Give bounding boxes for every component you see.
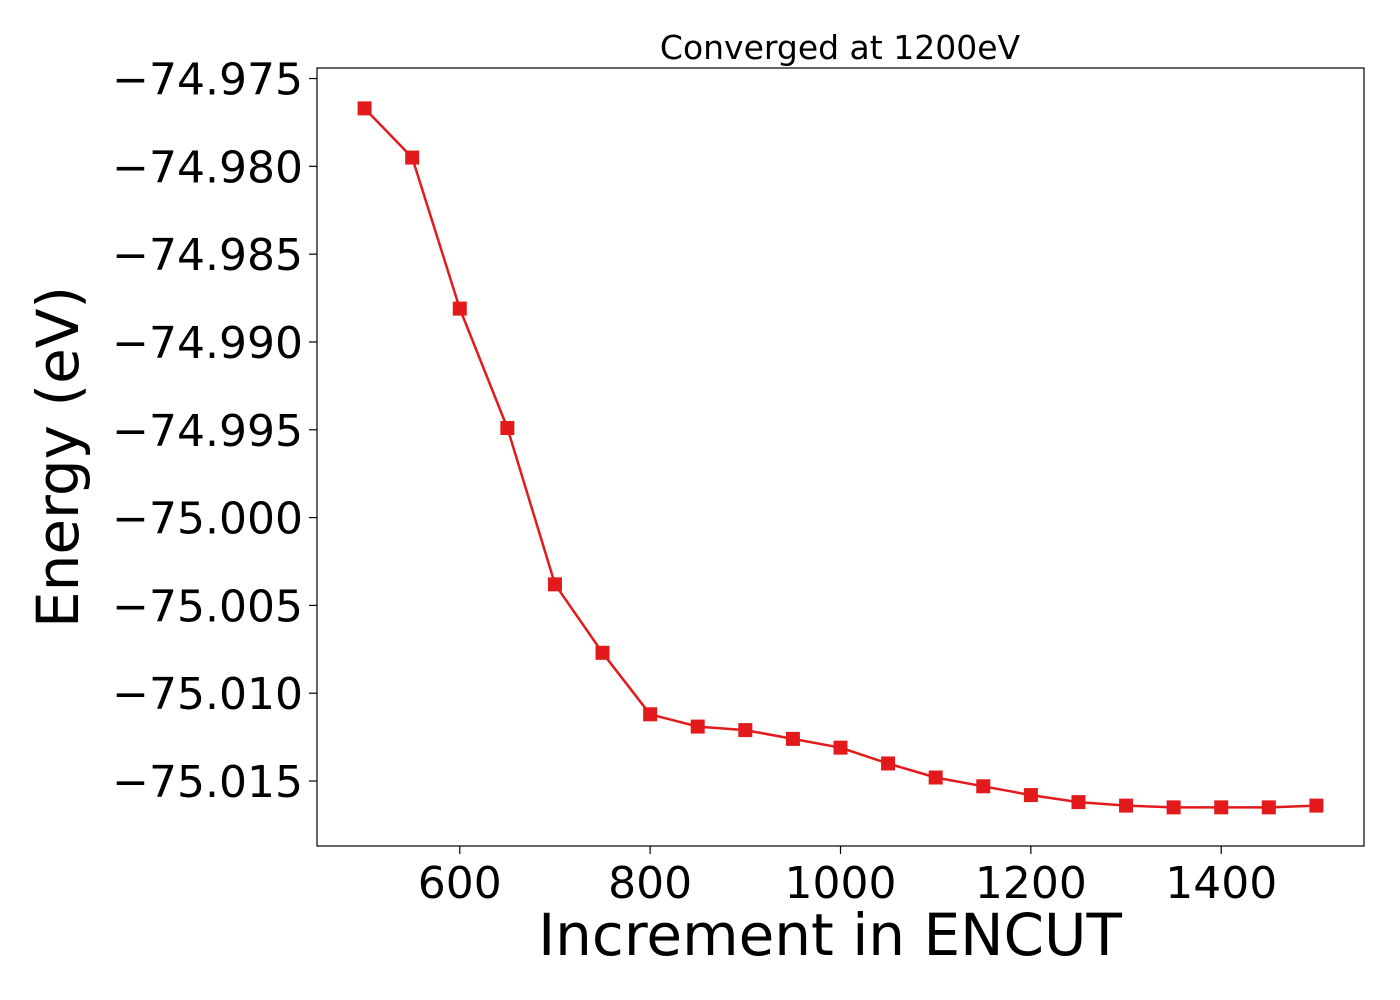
y-tick-label: −75.000	[112, 494, 303, 545]
data-point-marker	[928, 770, 943, 785]
y-tick-label: −74.990	[112, 318, 303, 369]
data-point-marker	[500, 421, 515, 436]
data-point-marker	[738, 723, 753, 738]
data-point-marker	[643, 707, 658, 722]
y-tick-label: −75.005	[112, 581, 303, 632]
y-axis-ticks: −74.975 −74.980 −74.985 −74.990 −74.995 −75.0…	[112, 55, 317, 808]
data-point-marker	[833, 740, 848, 755]
x-tick-label: 600	[418, 858, 502, 909]
data-point-marker	[1166, 800, 1181, 815]
y-axis-label: Energy (eV)	[24, 286, 92, 628]
y-tick-label: −75.010	[112, 669, 303, 720]
energy-series-line	[363, 107, 1317, 809]
x-tick-label: 1200	[975, 858, 1087, 909]
x-tick-label: 800	[608, 858, 692, 909]
y-tick-label: −74.985	[112, 230, 303, 281]
x-axis-ticks: 600 800 1000 1200 1400	[418, 846, 1277, 909]
y-tick-label: −74.995	[112, 406, 303, 457]
data-point-marker	[357, 101, 372, 116]
data-point-marker	[881, 756, 896, 771]
data-point-marker	[405, 150, 420, 165]
data-point-marker	[452, 301, 467, 316]
x-tick-label: 1400	[1165, 858, 1277, 909]
axes-frame	[316, 67, 1365, 847]
data-point-marker	[1309, 798, 1324, 813]
data-point-marker	[976, 779, 991, 794]
data-point-marker	[690, 719, 705, 734]
y-tick-label: −74.975	[112, 55, 303, 106]
data-point-marker	[1214, 800, 1229, 815]
data-point-marker	[595, 645, 610, 660]
y-tick-label: −74.980	[112, 142, 303, 193]
plot-marks	[357, 101, 1324, 815]
x-axis-label: Increment in ENCUT	[538, 901, 1122, 969]
data-point-marker	[1023, 788, 1038, 803]
data-point-marker	[1071, 795, 1086, 810]
chart-title: Converged at 1200eV	[660, 28, 1021, 67]
data-point-marker	[1119, 798, 1134, 813]
data-point-marker	[785, 731, 800, 746]
x-tick-label: 1000	[785, 858, 897, 909]
y-tick-label: −75.015	[112, 757, 303, 808]
data-point-marker	[1261, 800, 1276, 815]
data-point-marker	[547, 577, 562, 592]
